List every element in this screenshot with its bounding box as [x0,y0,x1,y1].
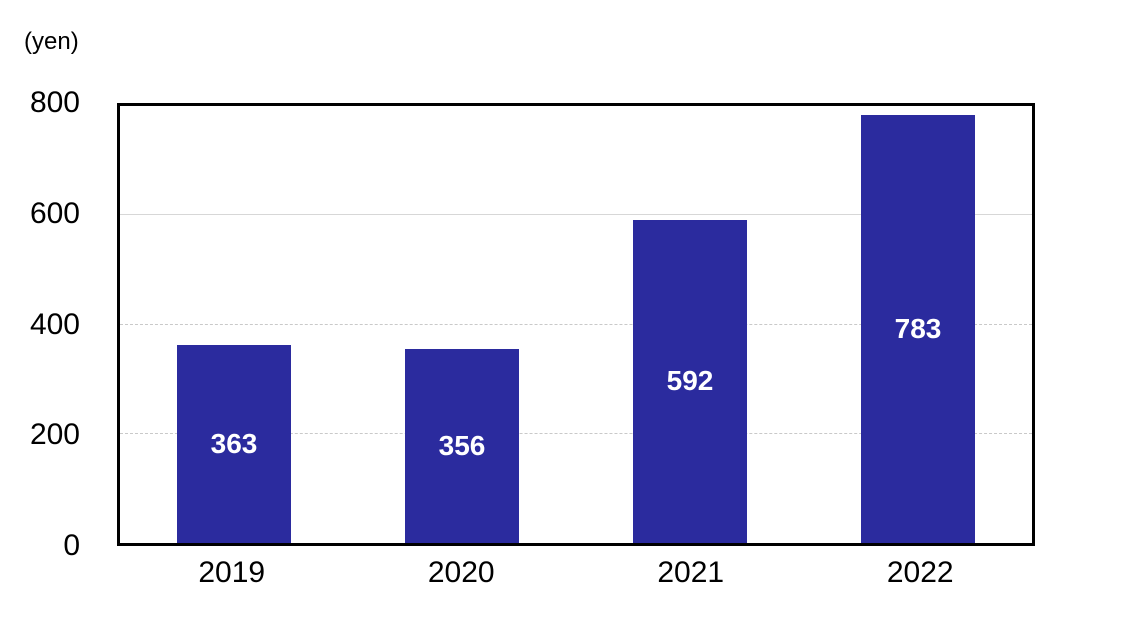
bar-value-label: 363 [210,427,258,459]
bar-slot-2019: 363 [120,106,348,543]
y-tick-label-600: 600 [29,196,80,230]
bar-value-label: 356 [438,429,486,461]
plot-area: 363 356 592 783 [117,103,1035,546]
bar-slot-2021: 592 [576,106,804,543]
y-tick-label-0: 0 [63,529,80,562]
bar-value-label: 592 [666,365,714,397]
bar-slot-2022: 783 [804,106,1032,543]
bar-value-label: 783 [894,313,942,345]
x-tick-label-2019: 2019 [198,556,266,589]
gridline-600 [120,214,1032,216]
bar-2021[interactable]: 592 [633,219,747,543]
gridline-200 [120,432,1032,434]
x-tick-label-2020: 2020 [427,556,495,589]
x-axis-tick-labels: 2019 2020 2021 2022 [117,556,1035,590]
y-tick-label-200: 200 [29,418,80,452]
y-tick-label-400: 400 [29,307,80,341]
bar-2022[interactable]: 783 [861,115,975,543]
x-tick-label-2021: 2021 [657,556,725,589]
y-tick-label-800: 800 [29,86,80,119]
gridline-400 [120,323,1032,325]
bar-2019[interactable]: 363 [177,344,291,543]
bar-2020[interactable]: 356 [405,348,519,543]
y-axis-tick-labels: 0 200 400 600 800 [0,88,80,561]
x-tick-label-2022: 2022 [886,556,954,589]
y-axis-unit-label: (yen) [24,28,79,55]
bar-series: 363 356 592 783 [120,106,1032,543]
bar-slot-2020: 356 [348,106,576,543]
